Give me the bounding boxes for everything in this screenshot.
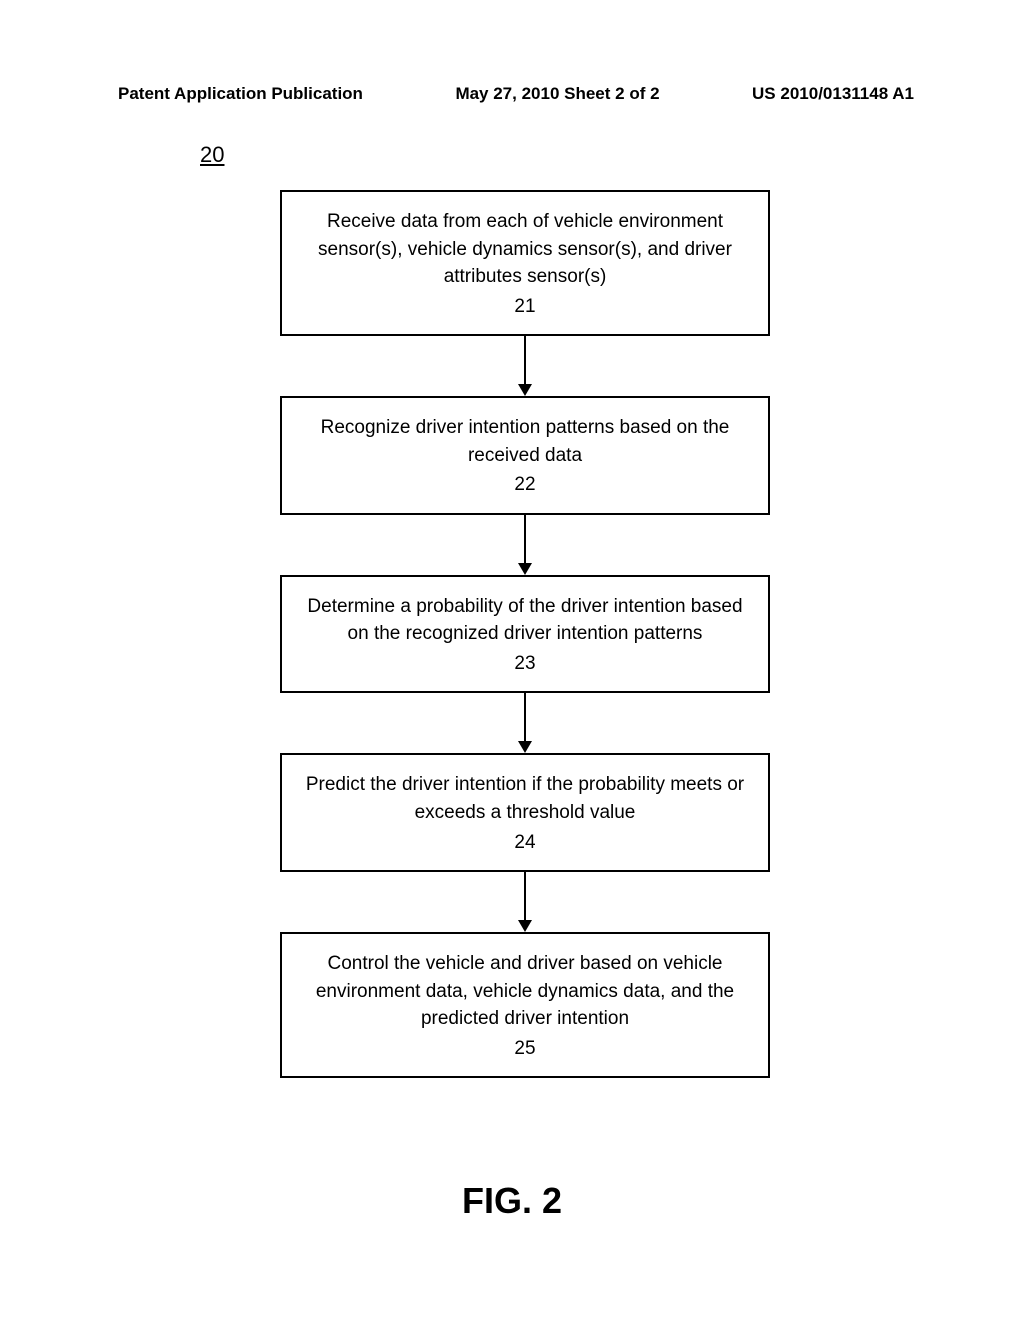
flow-step-text: Predict the driver intention if the prob… xyxy=(306,774,744,823)
flow-step-text: Recognize driver intention patterns base… xyxy=(321,417,730,466)
figure-caption: FIG. 2 xyxy=(0,1180,1024,1222)
flowchart: Receive data from each of vehicle enviro… xyxy=(280,190,770,1078)
flow-step-22: Recognize driver intention patterns base… xyxy=(280,396,770,515)
flow-step-text: Control the vehicle and driver based on … xyxy=(316,953,734,1029)
flow-step-23: Determine a probability of the driver in… xyxy=(280,575,770,694)
flow-step-number: 23 xyxy=(300,650,750,678)
header-right: US 2010/0131148 A1 xyxy=(752,84,914,104)
flow-step-number: 21 xyxy=(300,293,750,321)
flow-step-text: Determine a probability of the driver in… xyxy=(307,596,742,645)
flow-arrow xyxy=(280,693,770,753)
flow-arrow xyxy=(280,336,770,396)
flow-step-25: Control the vehicle and driver based on … xyxy=(280,932,770,1078)
flow-step-number: 24 xyxy=(300,829,750,857)
flow-arrow xyxy=(280,872,770,932)
header-left: Patent Application Publication xyxy=(118,84,363,104)
flow-arrow xyxy=(280,515,770,575)
flow-step-24: Predict the driver intention if the prob… xyxy=(280,753,770,872)
figure-reference-number: 20 xyxy=(200,142,224,168)
flow-step-text: Receive data from each of vehicle enviro… xyxy=(318,211,732,287)
flow-step-number: 22 xyxy=(300,471,750,499)
header-center: May 27, 2010 Sheet 2 of 2 xyxy=(455,84,659,104)
flow-step-number: 25 xyxy=(300,1035,750,1063)
flow-step-21: Receive data from each of vehicle enviro… xyxy=(280,190,770,336)
page-header: Patent Application Publication May 27, 2… xyxy=(0,84,1024,104)
